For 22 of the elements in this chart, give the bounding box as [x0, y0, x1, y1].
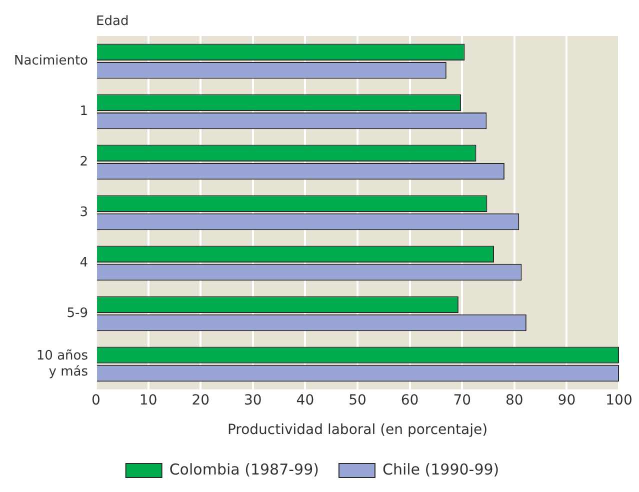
y-tick-label: 3 — [80, 205, 88, 220]
x-tick-label: 40 — [296, 392, 314, 408]
x-tick-label: 30 — [244, 392, 262, 408]
y-tick-label: 2 — [80, 154, 88, 170]
x-tick-label: 60 — [400, 392, 419, 408]
x-tick-label: 10 — [139, 392, 158, 408]
legend-label: Chile (1990-99) — [382, 460, 500, 478]
x-tick-label: 0 — [92, 392, 100, 408]
y-tick-label: Nacimiento — [14, 54, 88, 69]
x-axis-title: Productividad laboral (en porcentaje) — [227, 422, 488, 438]
x-tick-label: 100 — [606, 392, 632, 408]
x-tick-label: 90 — [558, 392, 576, 408]
legend-label: Colombia (1987-99) — [169, 460, 319, 478]
y-tick-label: 1 — [80, 104, 88, 120]
x-tick-label: 80 — [505, 392, 524, 408]
y-tick-label: 5-9 — [66, 306, 88, 322]
y-tick-label: 4 — [80, 256, 88, 271]
y-tick-label: 10 años y más — [36, 348, 88, 380]
x-tick-label: 20 — [192, 392, 210, 408]
x-tick-label: 50 — [348, 392, 366, 408]
y-axis-title: Edad — [96, 14, 129, 29]
x-tick-label: 70 — [453, 392, 472, 408]
